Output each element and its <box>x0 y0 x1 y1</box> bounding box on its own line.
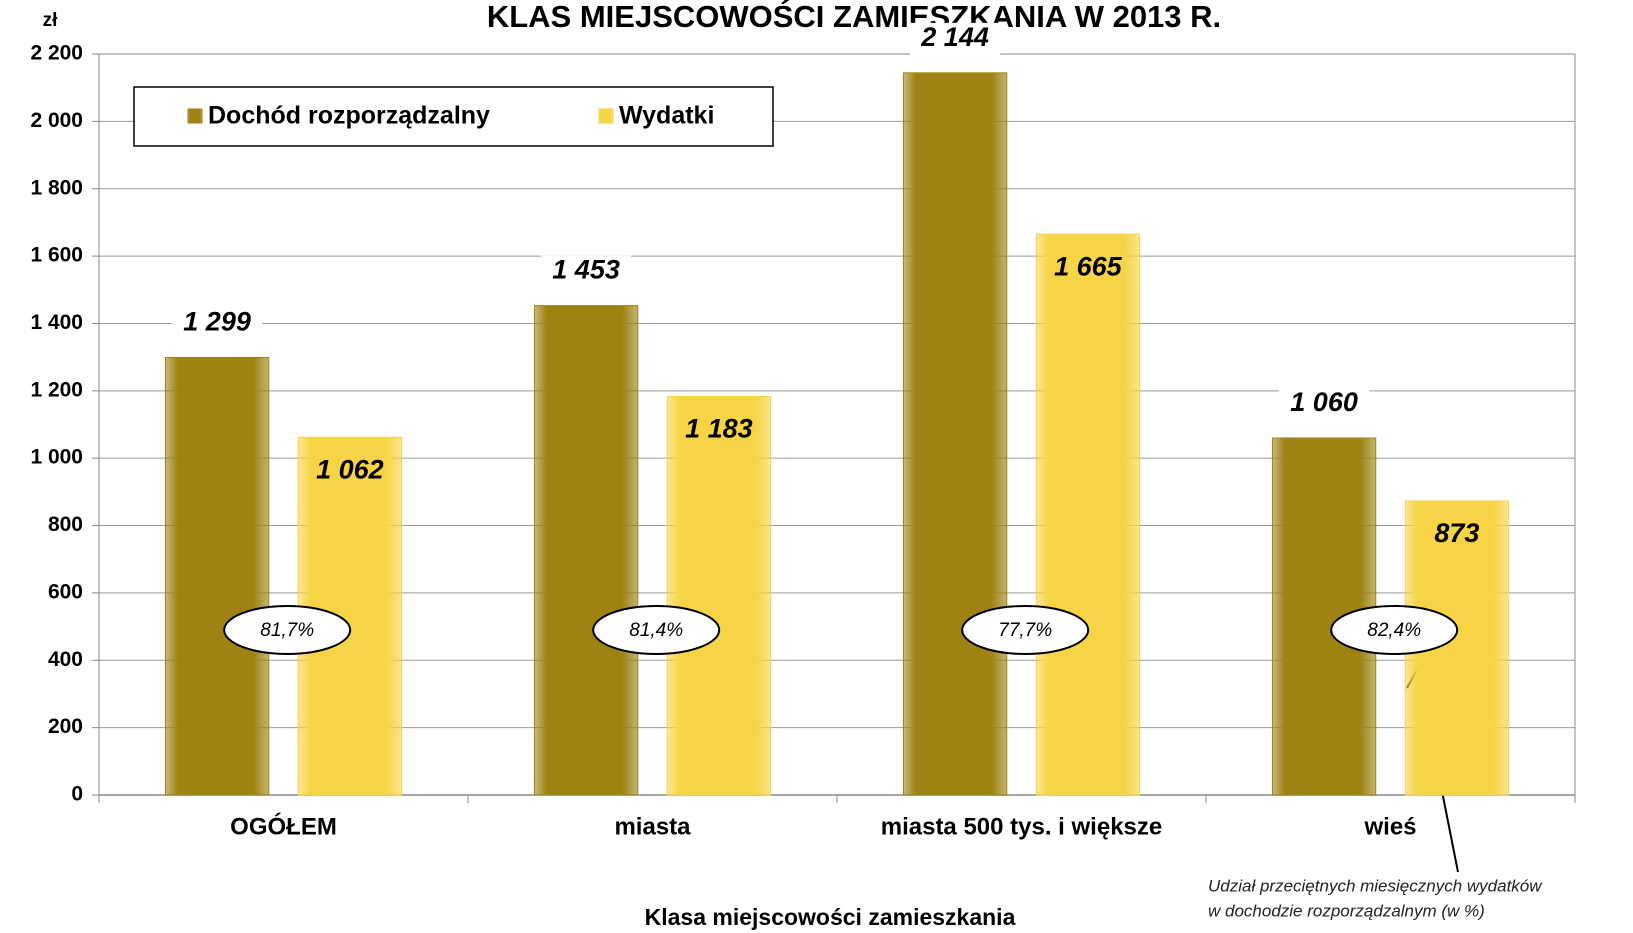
data-label-bg <box>172 307 263 340</box>
data-label-bg <box>1279 387 1370 420</box>
x-tick-label: miasta 500 tys. i większe <box>881 813 1163 840</box>
legend-swatch <box>187 108 203 124</box>
annotation: w dochodzie rozporządzalnym (w %) <box>1208 901 1485 920</box>
y-tick-label: 2 000 <box>30 109 83 132</box>
legend-box <box>133 86 774 147</box>
x-tick-label: miasta <box>614 813 691 840</box>
data-label: 873 <box>1434 518 1479 548</box>
data-label: 1 665 <box>1054 251 1123 281</box>
y-tick-label: 600 <box>48 580 83 603</box>
legend-swatch <box>598 108 614 124</box>
y-tick-label: 1 600 <box>30 244 83 267</box>
y-tick-label: 2 200 <box>30 42 83 65</box>
y-tick-label: 200 <box>48 715 83 738</box>
annotation: Udział przeciętnych miesięcznych wydatkó… <box>1208 876 1543 895</box>
share-label: 77,7% <box>998 620 1052 641</box>
data-label: 1 453 <box>552 255 620 285</box>
share-ellipse <box>961 605 1090 655</box>
chart-title: KLAS MIEJSCOWOŚCI ZAMIESZKANIA W 2013 R. <box>487 0 1221 34</box>
bar <box>533 305 639 796</box>
y-tick-label: 1 000 <box>30 446 83 469</box>
data-label-bg <box>541 255 632 288</box>
y-unit: zł <box>43 10 59 31</box>
share-label: 81,4% <box>629 620 683 641</box>
x-tick-label: OGÓŁEM <box>230 812 337 840</box>
y-tick-label: 800 <box>48 513 83 536</box>
bar <box>1035 233 1141 796</box>
legend-label: Wydatki <box>619 102 714 130</box>
share-label: 81,7% <box>260 620 314 641</box>
share-ellipse <box>592 605 721 655</box>
bar <box>666 396 772 796</box>
bar <box>902 72 1008 796</box>
data-label: 1 060 <box>1290 387 1358 417</box>
data-label: 2 144 <box>920 22 989 52</box>
bar <box>164 356 270 796</box>
data-label: 1 299 <box>183 307 251 337</box>
data-label: 1 183 <box>685 414 753 444</box>
y-tick-label: 1 800 <box>30 176 83 199</box>
share-ellipse <box>1330 605 1459 655</box>
x-tick-label: wieś <box>1363 813 1416 840</box>
share-label: 82,4% <box>1367 620 1421 641</box>
legend-label: Dochód rozporządzalny <box>208 102 490 130</box>
y-tick-label: 400 <box>48 648 83 671</box>
data-label-bg <box>910 22 1001 55</box>
share-ellipse <box>223 605 352 655</box>
y-tick-label: 0 <box>71 783 83 806</box>
data-label: 1 062 <box>316 454 384 484</box>
y-tick-label: 1 400 <box>30 311 83 334</box>
x-axis-label: Klasa miejscowości zamieszkania <box>645 904 1016 930</box>
y-tick-label: 1 200 <box>30 378 83 401</box>
